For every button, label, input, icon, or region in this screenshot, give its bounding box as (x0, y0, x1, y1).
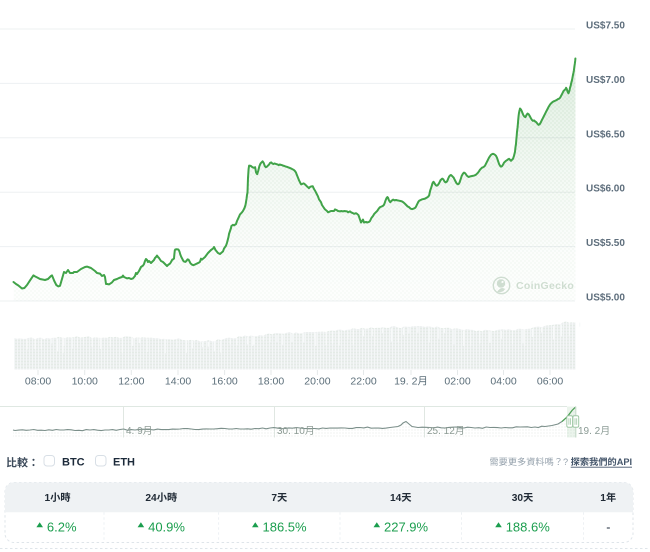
svg-text:16:00: 16:00 (212, 376, 238, 388)
svg-text:6.2%: 6.2% (47, 520, 77, 535)
svg-text:227.9%: 227.9% (384, 520, 429, 535)
svg-text:ETH: ETH (113, 457, 135, 469)
svg-text:186.5%: 186.5% (263, 520, 308, 535)
svg-text:14:00: 14:00 (165, 376, 191, 388)
svg-text:18:00: 18:00 (258, 376, 284, 388)
svg-text:20:00: 20:00 (304, 376, 330, 388)
svg-text:19. 2: 19. 2 (394, 376, 418, 388)
svg-text:40.9%: 40.9% (148, 520, 185, 535)
svg-text:1: 1 (45, 493, 51, 504)
svg-text:US$5.50: US$5.50 (586, 238, 625, 249)
svg-text:7: 7 (271, 493, 277, 504)
svg-text:-: - (606, 521, 610, 535)
svg-text:US$7.50: US$7.50 (586, 21, 625, 32)
svg-text:US$5.00: US$5.00 (586, 293, 625, 304)
svg-text:25. 12: 25. 12 (427, 426, 455, 437)
svg-text:?: ? (563, 457, 571, 467)
svg-text:US$7.00: US$7.00 (586, 75, 625, 86)
svg-text:US$6.50: US$6.50 (586, 129, 625, 140)
svg-text:API: API (617, 457, 632, 467)
svg-text:30: 30 (512, 493, 524, 504)
svg-text:1: 1 (600, 493, 606, 504)
svg-text:188.6%: 188.6% (506, 520, 551, 535)
svg-text:12:00: 12:00 (118, 376, 144, 388)
svg-text:4. 9: 4. 9 (126, 426, 143, 437)
svg-text:14: 14 (390, 493, 402, 504)
svg-text:10:00: 10:00 (72, 376, 98, 388)
svg-text:19. 2: 19. 2 (578, 426, 601, 437)
svg-text:08:00: 08:00 (25, 376, 51, 388)
svg-text:04:00: 04:00 (490, 376, 516, 388)
svg-text:US$6.00: US$6.00 (586, 184, 625, 195)
svg-text:02:00: 02:00 (444, 376, 470, 388)
svg-text:22:00: 22:00 (350, 376, 376, 388)
svg-text:06:00: 06:00 (537, 376, 563, 388)
svg-text:BTC: BTC (62, 457, 85, 469)
svg-text:30. 10: 30. 10 (277, 426, 305, 437)
svg-text:24: 24 (145, 493, 157, 504)
